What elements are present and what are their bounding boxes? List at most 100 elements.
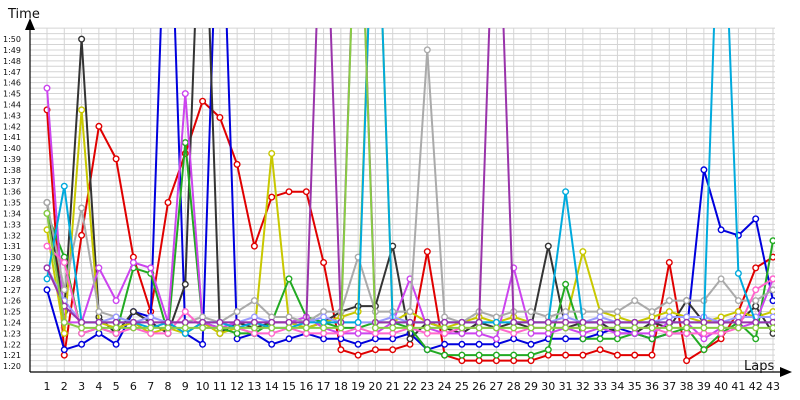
y-tick-label: 1:27 xyxy=(3,286,21,295)
data-point xyxy=(78,35,86,43)
y-tick-label: 1:28 xyxy=(3,275,21,284)
data-point xyxy=(734,324,742,332)
y-tick-label: 1:35 xyxy=(3,199,21,208)
x-axis-title: Laps xyxy=(744,359,774,374)
x-tick-label: 2 xyxy=(61,380,68,393)
data-point xyxy=(752,302,760,310)
data-point xyxy=(631,324,639,332)
data-point xyxy=(423,346,431,354)
data-point xyxy=(423,46,431,54)
x-tick-label: 42 xyxy=(749,380,763,393)
data-point xyxy=(441,329,449,337)
data-point xyxy=(665,329,673,337)
data-point xyxy=(43,286,51,294)
data-point xyxy=(95,264,103,272)
data-point xyxy=(752,286,760,294)
data-point xyxy=(389,324,397,332)
data-point xyxy=(302,324,310,332)
data-point xyxy=(665,318,673,326)
data-point xyxy=(769,329,775,337)
data-point xyxy=(60,346,68,354)
data-point xyxy=(268,324,276,332)
data-point xyxy=(181,139,189,147)
data-point xyxy=(320,324,328,332)
data-point xyxy=(250,242,258,250)
data-point xyxy=(769,297,775,305)
data-point xyxy=(544,318,552,326)
data-point xyxy=(95,324,103,332)
data-point xyxy=(285,335,293,343)
data-point xyxy=(683,329,691,337)
data-point xyxy=(665,324,673,332)
x-tick-label: 20 xyxy=(368,380,382,393)
x-tick-label: 35 xyxy=(628,380,642,393)
data-point xyxy=(613,329,621,337)
x-tick-label: 16 xyxy=(299,380,313,393)
x-tick-label: 11 xyxy=(213,380,227,393)
data-point xyxy=(769,286,775,294)
data-point xyxy=(337,346,345,354)
data-point xyxy=(233,329,241,337)
data-point xyxy=(752,324,760,332)
x-tick-label: 7 xyxy=(147,380,154,393)
data-point xyxy=(631,297,639,305)
data-point xyxy=(458,329,466,337)
data-point xyxy=(337,329,345,337)
y-tick-label: 1:40 xyxy=(3,144,21,153)
data-point xyxy=(475,324,483,332)
data-point xyxy=(147,329,155,337)
data-point xyxy=(60,259,68,267)
x-tick-label: 39 xyxy=(697,380,711,393)
y-tick-label: 1:48 xyxy=(3,57,21,66)
data-point xyxy=(164,318,172,326)
data-point xyxy=(579,351,587,359)
x-tick-label: 28 xyxy=(507,380,521,393)
data-point xyxy=(147,324,155,332)
data-point xyxy=(112,340,120,348)
data-point xyxy=(354,340,362,348)
data-point xyxy=(181,324,189,332)
data-point xyxy=(216,318,224,326)
data-point xyxy=(700,324,708,332)
data-point xyxy=(683,324,691,332)
data-point xyxy=(112,329,120,337)
data-point xyxy=(579,318,587,326)
data-point xyxy=(181,318,189,326)
data-point xyxy=(285,324,293,332)
y-tick-label: 1:33 xyxy=(3,220,21,229)
data-point xyxy=(527,329,535,337)
data-point xyxy=(613,324,621,332)
data-point xyxy=(95,329,103,337)
data-point xyxy=(510,324,518,332)
data-point xyxy=(112,155,120,163)
y-tick-label: 1:32 xyxy=(3,231,21,240)
data-point xyxy=(371,324,379,332)
data-point xyxy=(199,97,207,105)
data-point xyxy=(700,346,708,354)
data-point xyxy=(406,335,414,343)
data-point xyxy=(510,318,518,326)
data-point xyxy=(268,149,276,157)
data-point xyxy=(112,324,120,332)
data-point xyxy=(147,318,155,326)
data-point xyxy=(717,324,725,332)
data-point xyxy=(302,318,310,326)
data-point xyxy=(268,340,276,348)
data-point xyxy=(475,318,483,326)
data-point xyxy=(475,357,483,365)
x-tick-label: 15 xyxy=(282,380,296,393)
data-point xyxy=(734,318,742,326)
data-point xyxy=(769,318,775,326)
data-point xyxy=(492,357,500,365)
data-point xyxy=(268,329,276,337)
data-point xyxy=(285,318,293,326)
data-point xyxy=(78,340,86,348)
x-tick-label: 41 xyxy=(731,380,745,393)
data-point xyxy=(648,324,656,332)
data-point xyxy=(596,346,604,354)
data-point xyxy=(648,351,656,359)
x-tick-label: 9 xyxy=(182,380,189,393)
data-point xyxy=(631,329,639,337)
data-point xyxy=(95,122,103,130)
